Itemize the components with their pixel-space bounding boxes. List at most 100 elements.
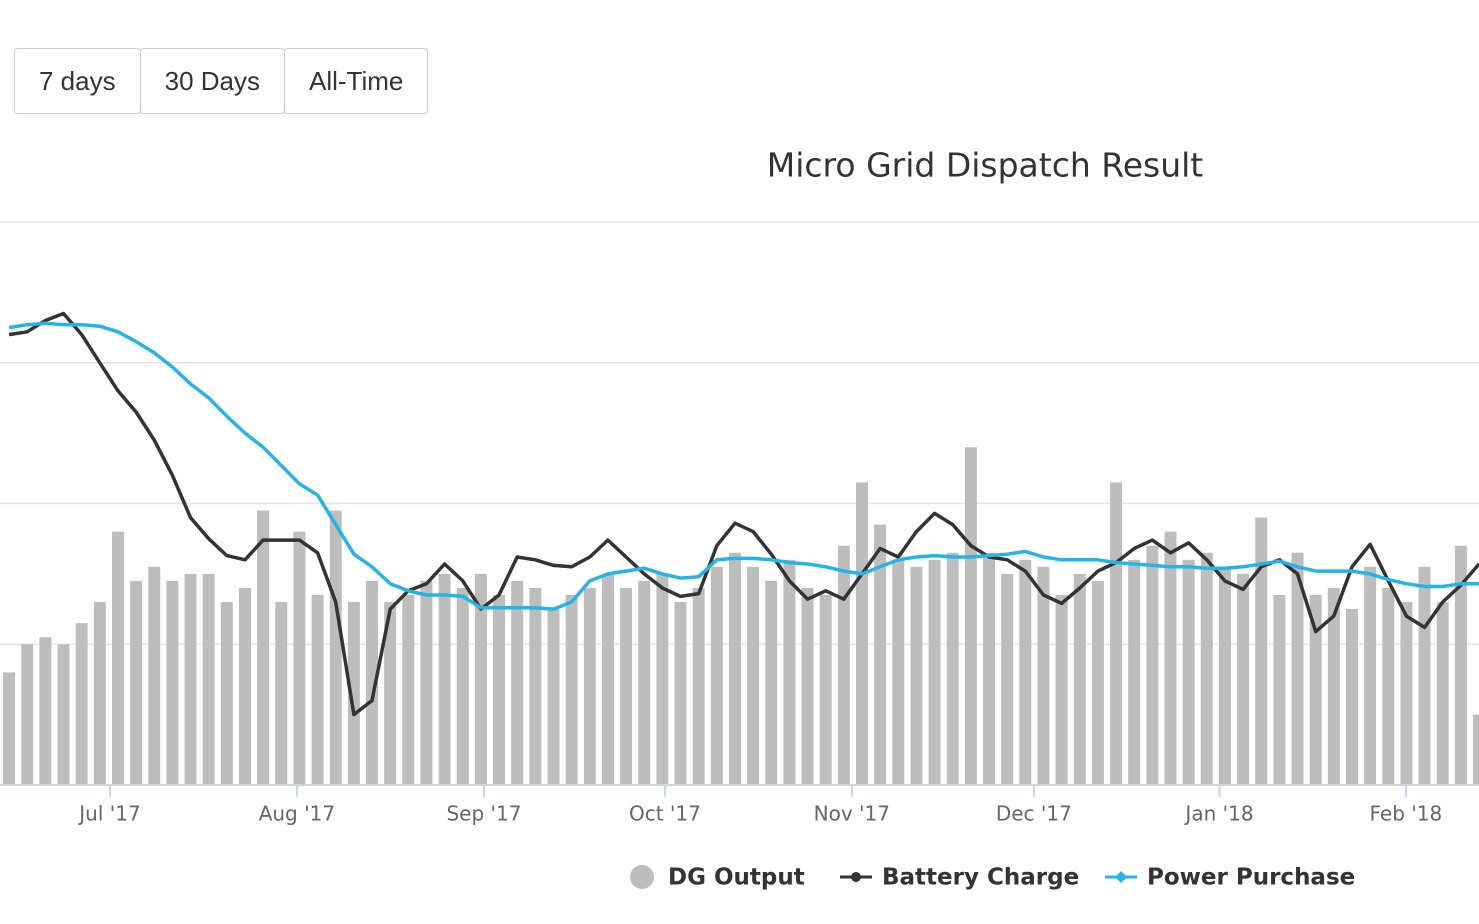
bar [529, 587, 542, 785]
bar [946, 552, 959, 785]
bar [638, 580, 651, 785]
bar [601, 573, 614, 785]
button[interactable]: 7 days [14, 48, 141, 114]
bar [384, 602, 397, 785]
x-tick-label: Dec '17 [996, 802, 1072, 826]
bar [656, 573, 669, 785]
line [8, 321, 1479, 611]
bar [583, 587, 596, 785]
bar [964, 447, 977, 785]
bar [910, 566, 923, 785]
bar [1182, 559, 1195, 785]
bar [874, 524, 887, 785]
legend-label: Battery Charge [882, 865, 1079, 891]
bar [801, 587, 814, 785]
bar [474, 573, 487, 785]
bar [1454, 545, 1467, 785]
bar [329, 510, 342, 785]
x-tick-label: Jul '17 [77, 802, 140, 826]
bar [1237, 573, 1250, 785]
bar [202, 573, 215, 785]
bar [547, 609, 560, 785]
bar [1128, 559, 1141, 785]
x-tick-label: Jan '18 [1183, 802, 1253, 826]
bar [1200, 552, 1213, 785]
bar [983, 552, 996, 785]
bar [93, 602, 106, 785]
bar [3, 672, 16, 785]
bar [1001, 573, 1014, 785]
bar [1436, 602, 1449, 785]
bar [710, 566, 723, 785]
bar [366, 580, 379, 785]
bar [1291, 552, 1304, 785]
legend-label: Power Purchase [1147, 865, 1355, 891]
bar [1327, 587, 1340, 785]
bar [565, 594, 578, 785]
bar [819, 594, 832, 785]
bar [1273, 594, 1286, 785]
legend-symbol [851, 872, 861, 882]
bar [166, 580, 179, 785]
legend-item: Battery Charge [840, 865, 1079, 891]
bar [75, 623, 88, 785]
bar [420, 580, 433, 785]
bar [1037, 566, 1050, 785]
line [8, 311, 1479, 717]
legend-symbol [1115, 871, 1127, 883]
x-tick-label: Feb '18 [1370, 802, 1443, 826]
bar [1146, 545, 1159, 785]
bar [148, 566, 161, 785]
bar [1345, 609, 1358, 785]
bar [1019, 559, 1032, 785]
x-tick-label: Aug '17 [259, 802, 335, 826]
bar [111, 531, 124, 785]
bar [1164, 531, 1177, 785]
bar [184, 573, 197, 785]
bar [892, 559, 905, 785]
bar [130, 580, 143, 785]
bar [402, 594, 415, 785]
bar [692, 587, 705, 785]
bar [1110, 482, 1123, 785]
bar [39, 637, 52, 785]
bar [837, 545, 850, 785]
bar [1309, 594, 1322, 785]
bar [293, 531, 306, 785]
bar [1400, 602, 1413, 785]
bar [1382, 587, 1395, 785]
bar [257, 510, 270, 785]
chart-title: Micro Grid Dispatch Result [767, 146, 1204, 185]
x-tick-label: Nov '17 [814, 802, 890, 826]
button[interactable]: 30 Days [139, 48, 285, 114]
legend-item: Power Purchase [1105, 865, 1355, 891]
bar [21, 644, 34, 785]
x-tick-label: Oct '17 [629, 802, 701, 826]
bar [347, 602, 360, 785]
bar [856, 482, 868, 785]
bar [493, 594, 506, 785]
bar [765, 580, 778, 785]
bar [1055, 594, 1068, 785]
bar [1473, 714, 1479, 785]
bar [928, 559, 941, 785]
legend-label: DG Output [668, 865, 805, 891]
bar [1255, 517, 1268, 785]
bar [238, 587, 251, 785]
bar [674, 602, 687, 785]
bar [438, 573, 451, 785]
range-buttons: 7 days 30 Days All-Time [14, 48, 429, 114]
legend-symbol [630, 865, 654, 889]
bar [1073, 573, 1086, 785]
bar [620, 587, 633, 785]
bar [220, 602, 233, 785]
bar [57, 644, 70, 785]
bar [275, 602, 288, 785]
bar [1091, 580, 1104, 785]
bar [456, 587, 469, 785]
button[interactable]: All-Time [284, 48, 429, 114]
bar [783, 559, 796, 785]
bar [747, 566, 760, 785]
